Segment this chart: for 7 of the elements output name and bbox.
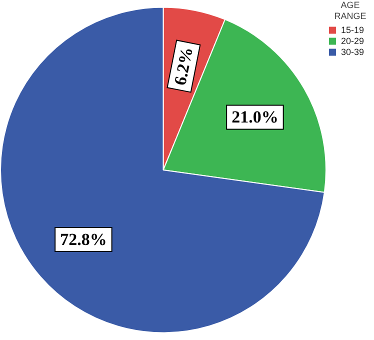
- data-label: 6.2%: [170, 46, 197, 87]
- legend-title: AGE RANGE: [334, 0, 366, 21]
- legend-label: 20-29: [340, 36, 364, 46]
- data-label: 21.0%: [232, 108, 278, 127]
- legend-label: 30-39: [340, 46, 364, 57]
- data-label: 72.8%: [60, 230, 107, 249]
- legend-label: 15-19: [340, 24, 364, 35]
